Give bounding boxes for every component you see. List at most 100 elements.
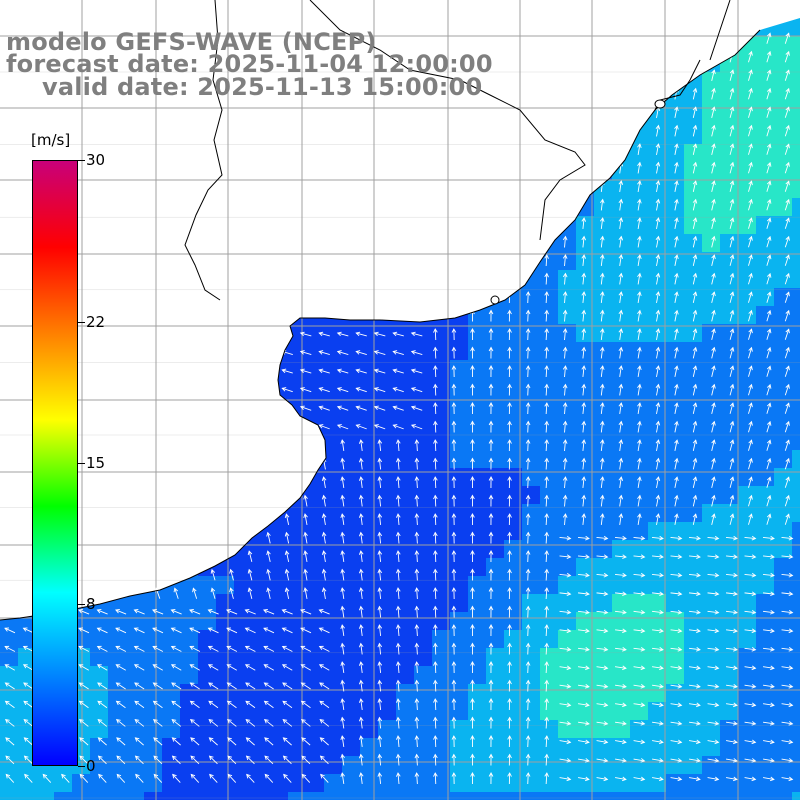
- field-cell: [342, 396, 361, 415]
- arrow-head: [207, 645, 213, 651]
- arrow-shaft: [416, 569, 418, 581]
- field-cell: [630, 774, 649, 793]
- field-cell: [432, 486, 451, 505]
- arrow-shaft: [319, 719, 330, 727]
- field-cell: [720, 288, 739, 307]
- arrow-head: [244, 627, 250, 632]
- arrow-shaft: [545, 328, 548, 341]
- arrow-head: [525, 365, 531, 370]
- field-cell: [720, 558, 739, 577]
- arrow-head: [5, 773, 11, 779]
- arrow-head: [78, 627, 84, 632]
- field-cell: [252, 792, 271, 800]
- arrow-shaft: [633, 758, 645, 762]
- field-cell: [756, 450, 775, 469]
- wind-arrow: [748, 124, 753, 137]
- field-cell: [396, 522, 415, 541]
- arrow-shaft: [153, 664, 163, 671]
- field-cell: [270, 576, 289, 595]
- field-cell: [558, 270, 577, 289]
- wind-arrow: [711, 365, 716, 377]
- arrow-head: [544, 439, 549, 444]
- field-cell: [450, 792, 469, 800]
- wind-arrow: [96, 627, 108, 634]
- wind-arrow: [266, 587, 271, 599]
- field-cell: [522, 360, 541, 379]
- field-cell: [162, 648, 181, 667]
- arrow-shaft: [411, 369, 423, 374]
- arrow-head: [507, 624, 512, 629]
- field-cell: [630, 198, 649, 217]
- arrow-head: [210, 568, 216, 574]
- field-cell: [126, 594, 145, 613]
- arrow-shaft: [98, 774, 107, 783]
- field-cell: [414, 612, 433, 631]
- field-cell: [378, 360, 397, 379]
- wind-arrow: [577, 665, 590, 671]
- wind-arrow: [766, 420, 772, 433]
- arrow-head: [264, 737, 269, 742]
- arrow-shaft: [263, 627, 275, 634]
- field-cell: [414, 468, 433, 487]
- arrow-shaft: [545, 476, 548, 489]
- arrow-head: [133, 664, 139, 669]
- arrow-head: [451, 476, 457, 481]
- arrow-shaft: [711, 292, 715, 303]
- arrow-head: [766, 161, 772, 167]
- wind-arrow: [488, 679, 494, 692]
- arrow-shaft: [172, 774, 181, 783]
- wind-arrow: [577, 609, 590, 615]
- wind-arrow: [414, 753, 420, 766]
- wind-arrow: [692, 180, 698, 192]
- arrow-head: [525, 661, 531, 666]
- field-cell: [720, 270, 739, 289]
- wind-arrow: [618, 346, 624, 359]
- arrow-shaft: [596, 610, 608, 614]
- arrow-head: [488, 476, 494, 481]
- wind-arrow: [748, 365, 753, 377]
- arrow-shaft: [559, 592, 571, 595]
- wind-arrow: [318, 424, 330, 430]
- wind-arrow: [596, 609, 609, 615]
- wind-arrow: [336, 424, 349, 430]
- arrow-shaft: [245, 646, 256, 652]
- field-cell: [774, 684, 793, 703]
- arrow-shaft: [656, 255, 659, 266]
- arrow-head: [23, 682, 28, 687]
- arrow-shaft: [596, 629, 608, 632]
- arrow-head: [208, 682, 213, 687]
- field-cell: [504, 342, 523, 361]
- field-cell: [324, 720, 343, 739]
- field-cell: [396, 756, 415, 775]
- wind-arrow: [4, 700, 15, 709]
- arrow-head: [321, 531, 327, 537]
- arrow-head: [696, 572, 701, 578]
- field-cell: [504, 630, 523, 649]
- wind-arrow: [651, 572, 664, 578]
- field-cell: [396, 630, 415, 649]
- field-cell: [270, 720, 289, 739]
- wind-arrow: [373, 368, 386, 374]
- field-cell: [666, 486, 685, 505]
- arrow-head: [451, 661, 457, 666]
- field-cell: [702, 72, 721, 91]
- arrow-head: [377, 531, 383, 537]
- wind-arrow: [358, 531, 364, 544]
- arrow-head: [637, 457, 642, 463]
- field-cell: [576, 504, 595, 523]
- arrow-shaft: [208, 646, 219, 652]
- field-cell: [738, 162, 757, 181]
- wind-arrow: [282, 718, 293, 727]
- wind-arrow: [655, 272, 661, 285]
- field-cell: [666, 468, 685, 487]
- field-cell: [774, 702, 793, 721]
- field-cell: [558, 702, 577, 721]
- field-cell: [342, 648, 361, 667]
- arrow-head: [766, 513, 772, 519]
- field-cell: [504, 486, 523, 505]
- wind-arrow: [300, 700, 311, 709]
- arrow-head: [507, 402, 512, 407]
- wind-arrow: [784, 328, 790, 340]
- arrow-head: [300, 682, 306, 687]
- arrow-shaft: [744, 666, 756, 669]
